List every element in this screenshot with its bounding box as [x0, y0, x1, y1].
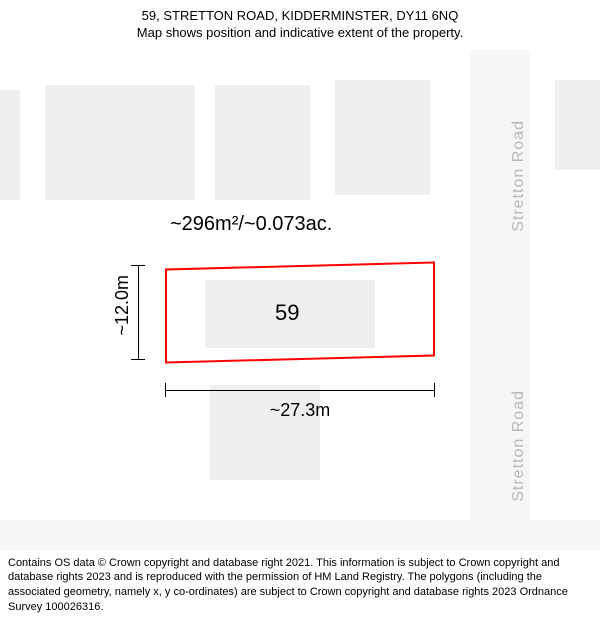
building	[555, 80, 600, 170]
road-label-1: Stretton Road	[510, 120, 528, 232]
parcel-number: 59	[275, 300, 299, 326]
dimension-tick	[131, 265, 145, 266]
parcel-outline	[165, 261, 435, 363]
building	[45, 85, 195, 200]
area-label: ~296m²/~0.073ac.	[170, 213, 332, 236]
footer-copyright: Contains OS data © Crown copyright and d…	[0, 550, 600, 625]
dimension-line	[165, 390, 435, 391]
dimension-tick	[434, 383, 435, 397]
dimension-line	[138, 265, 139, 360]
page-title: 59, STRETTON ROAD, KIDDERMINSTER, DY11 6…	[10, 8, 590, 23]
dimension-tick	[165, 383, 166, 397]
dimension-tick	[131, 359, 145, 360]
road-label-2: Stretton Road	[510, 390, 528, 502]
header: 59, STRETTON ROAD, KIDDERMINSTER, DY11 6…	[0, 0, 600, 44]
building	[0, 90, 20, 200]
page-subtitle: Map shows position and indicative extent…	[10, 25, 590, 40]
building	[335, 80, 430, 195]
dimension-height-text: ~12.0m	[112, 275, 133, 336]
map-canvas: Stretton Road Stretton Road 59 ~296m²/~0…	[0, 50, 600, 530]
building	[215, 85, 310, 200]
dimension-width-text: ~27.3m	[240, 400, 360, 421]
